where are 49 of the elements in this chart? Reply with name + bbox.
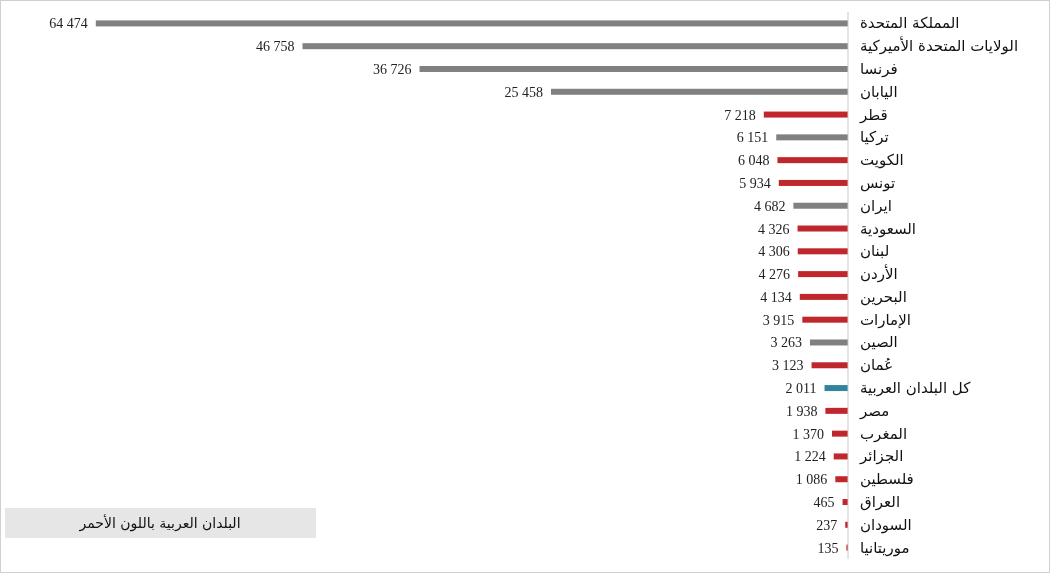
y-tick-label: البحرين bbox=[860, 287, 907, 306]
y-tick-label: الإمارات bbox=[860, 310, 911, 329]
y-tick-label: لبنان bbox=[860, 242, 890, 261]
y-tick-label: تونس bbox=[860, 173, 896, 192]
y-tick-label: كل البلدان العربية bbox=[860, 379, 972, 398]
data-label: 36 726 bbox=[373, 61, 412, 77]
data-label: 1 086 bbox=[795, 472, 828, 488]
data-label: 64 474 bbox=[49, 16, 88, 32]
data-label: 237 bbox=[816, 517, 838, 533]
data-label: 25 458 bbox=[504, 84, 543, 100]
y-tick-label: فرنسا bbox=[860, 59, 898, 78]
data-label: 1 938 bbox=[785, 403, 818, 419]
data-label: 4 682 bbox=[753, 198, 786, 214]
y-tick-label: المغرب bbox=[860, 424, 908, 443]
data-label: 6 151 bbox=[736, 130, 769, 146]
data-label: 3 263 bbox=[770, 335, 802, 351]
data-label: 1 370 bbox=[792, 426, 825, 442]
y-tick-label: تركيا bbox=[860, 128, 889, 147]
data-label: 4 326 bbox=[758, 221, 790, 237]
y-tick-label: عُمان bbox=[860, 356, 894, 375]
y-tick-label: اليابان bbox=[860, 82, 898, 101]
data-label: 4 306 bbox=[758, 244, 790, 260]
y-tick-label: ايران bbox=[860, 196, 892, 215]
data-label: 7 218 bbox=[724, 107, 756, 123]
data-label: 3 915 bbox=[762, 312, 795, 328]
y-tick-label: السعودية bbox=[860, 219, 917, 238]
y-tick-label: المملكة المتحدة bbox=[860, 14, 960, 33]
y-tick-label: الأردن bbox=[860, 264, 898, 284]
data-label: 5 934 bbox=[739, 175, 771, 191]
y-tick-label: الكويت bbox=[860, 151, 904, 170]
data-label: 465 bbox=[813, 495, 835, 511]
data-label: 4 276 bbox=[758, 267, 791, 283]
data-label: 46 758 bbox=[255, 39, 295, 55]
data-label: 135 bbox=[817, 540, 839, 556]
data-label: 4 134 bbox=[760, 289, 792, 305]
y-tick-label: العراق bbox=[860, 493, 901, 512]
y-tick-label: موريتانيا bbox=[860, 538, 910, 557]
y-tick-label: قطر bbox=[859, 105, 888, 124]
y-tick-label: السودان bbox=[860, 515, 912, 534]
data-label: 6 048 bbox=[737, 153, 770, 169]
data-label: 2 011 bbox=[785, 381, 817, 397]
y-tick-label: مصر bbox=[859, 401, 890, 420]
data-label: 3 123 bbox=[772, 358, 804, 374]
y-tick-label: فلسطين bbox=[860, 470, 914, 489]
y-tick-label: الصين bbox=[860, 333, 898, 352]
annotation: البلدان العربية باللون الأحمر bbox=[78, 514, 241, 532]
data-label: 1 224 bbox=[794, 449, 826, 465]
y-tick-label: الولايات المتحدة الأميركية bbox=[860, 36, 1019, 56]
y-tick-label: الجزائر bbox=[859, 447, 904, 466]
